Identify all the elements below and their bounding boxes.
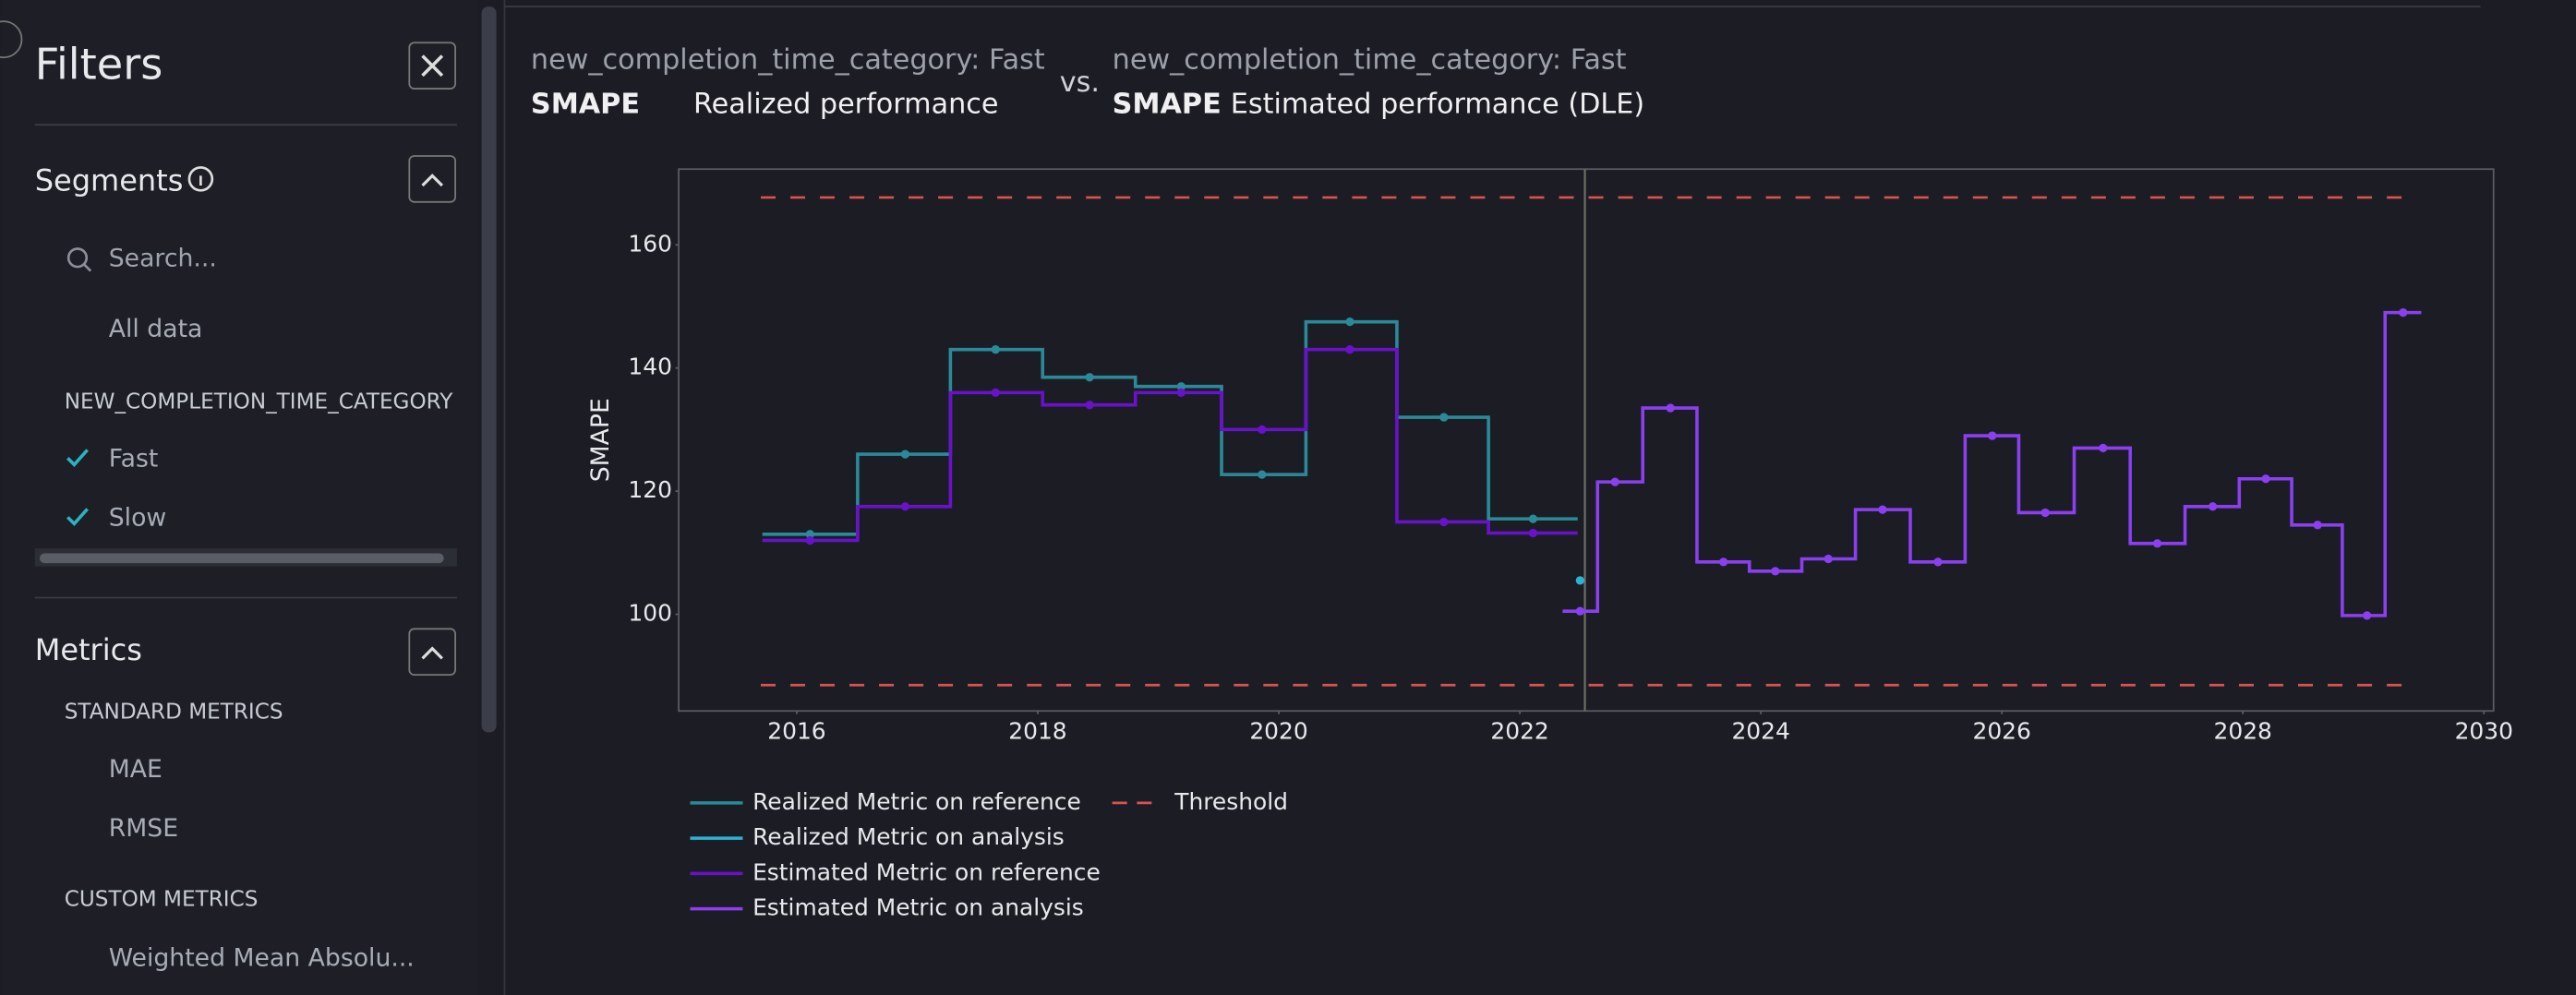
x-tick-label: 2018 bbox=[1008, 717, 1066, 744]
legend-label: Estimated Metric on reference bbox=[752, 858, 1101, 885]
x-tick-label: 2030 bbox=[2455, 717, 2513, 744]
point bbox=[1528, 528, 1538, 538]
point bbox=[1085, 373, 1094, 382]
point bbox=[1771, 567, 1780, 576]
point bbox=[1258, 470, 1267, 479]
point bbox=[805, 530, 814, 539]
collapse-button[interactable] bbox=[408, 628, 456, 677]
segment-item[interactable]: All data bbox=[109, 315, 203, 343]
segment-group: NEW_COMPLETION_TIME_CATEGORY bbox=[65, 390, 454, 414]
vs-label: vs. bbox=[1060, 66, 1100, 99]
legend-label: Estimated Metric on analysis bbox=[752, 894, 1084, 921]
point bbox=[1575, 606, 1584, 616]
point bbox=[991, 388, 1000, 397]
plot-frame bbox=[678, 168, 2495, 713]
point bbox=[1878, 505, 1887, 514]
point bbox=[1719, 557, 1728, 567]
h-scrollbar-thumb[interactable] bbox=[40, 553, 444, 564]
segment-label: new_completion_time_category: Fast bbox=[531, 43, 1045, 76]
point bbox=[2313, 521, 2322, 530]
point bbox=[1439, 413, 1449, 422]
point bbox=[1528, 514, 1538, 523]
filters-title: Filters bbox=[35, 39, 163, 89]
x-tick-label: 2016 bbox=[767, 717, 825, 744]
point bbox=[1439, 517, 1449, 527]
chevron-icon bbox=[421, 174, 444, 187]
close-button[interactable] bbox=[408, 42, 456, 90]
search-icon bbox=[83, 263, 92, 272]
x-tick-label: 2026 bbox=[1972, 717, 2030, 744]
segment-item[interactable]: Fast bbox=[109, 445, 159, 474]
metric-name: SMAPE bbox=[531, 88, 640, 120]
legend-label: Threshold bbox=[1174, 788, 1288, 815]
point bbox=[1824, 554, 1833, 564]
legend-label: Realized Metric on analysis bbox=[752, 823, 1065, 850]
check-icon bbox=[66, 449, 89, 468]
performance-label: Estimated performance (DLE) bbox=[1231, 88, 1644, 120]
x-tick-label: 2024 bbox=[1731, 717, 1789, 744]
y-tick-label: 140 bbox=[628, 354, 672, 380]
point bbox=[991, 345, 1000, 354]
y-tick-label: 100 bbox=[628, 600, 672, 627]
x-tick-label: 2020 bbox=[1249, 717, 1307, 744]
close-icon bbox=[421, 54, 444, 78]
point bbox=[900, 450, 910, 459]
point bbox=[1666, 403, 1675, 413]
x-tick-label: 2028 bbox=[2214, 717, 2272, 744]
point bbox=[1610, 477, 1619, 486]
metrics-title: Metrics bbox=[35, 632, 142, 667]
y-axis-label: SMAPE bbox=[586, 398, 615, 482]
y-tick-label: 120 bbox=[628, 476, 672, 503]
point bbox=[2261, 474, 2270, 484]
point bbox=[2152, 539, 2162, 548]
point bbox=[1258, 425, 1267, 435]
metric-group: STANDARD METRICS bbox=[65, 701, 283, 725]
point bbox=[2099, 443, 2108, 453]
metric-item[interactable]: RMSE bbox=[109, 814, 178, 843]
scrollbar bbox=[481, 6, 497, 733]
point bbox=[2208, 502, 2218, 511]
chevron-icon bbox=[421, 646, 444, 660]
search-input[interactable]: Search... bbox=[109, 245, 217, 273]
info-icon[interactable] bbox=[187, 166, 214, 192]
point bbox=[1933, 557, 1943, 567]
expand-button[interactable] bbox=[0, 20, 23, 59]
performance-label: Realized performance bbox=[693, 88, 998, 120]
legend-label: Realized Metric on reference bbox=[752, 788, 1081, 815]
point bbox=[900, 502, 910, 511]
group-label-clip: NEW_COMPLETION_TIME_CATEGORY bbox=[65, 390, 454, 414]
point bbox=[1988, 431, 1997, 440]
metric-item[interactable]: Weighted Mean Absolu... bbox=[109, 943, 415, 972]
point bbox=[1085, 401, 1094, 410]
metric-name: SMAPE bbox=[1113, 88, 1222, 120]
segments-title: Segments bbox=[35, 162, 184, 198]
point bbox=[1176, 388, 1186, 397]
segment-label: new_completion_time_category: Fast bbox=[1113, 43, 1627, 76]
segment-item[interactable]: Slow bbox=[109, 504, 166, 533]
point bbox=[805, 535, 814, 545]
point bbox=[1345, 345, 1354, 354]
point bbox=[2399, 308, 2408, 318]
point bbox=[2363, 611, 2372, 620]
point bbox=[2040, 508, 2050, 518]
sidebar bbox=[0, 0, 477, 995]
point bbox=[1176, 382, 1186, 391]
metric-group: CUSTOM METRICS bbox=[65, 887, 259, 911]
plot bbox=[760, 169, 2422, 712]
y-tick-label: 160 bbox=[628, 230, 672, 257]
search-icon bbox=[66, 247, 89, 269]
point bbox=[1575, 576, 1584, 585]
point bbox=[1345, 318, 1354, 327]
x-tick-label: 2022 bbox=[1490, 717, 1548, 744]
check-icon bbox=[66, 508, 89, 527]
metric-item[interactable]: MAE bbox=[109, 755, 163, 784]
collapse-button[interactable] bbox=[408, 155, 456, 203]
